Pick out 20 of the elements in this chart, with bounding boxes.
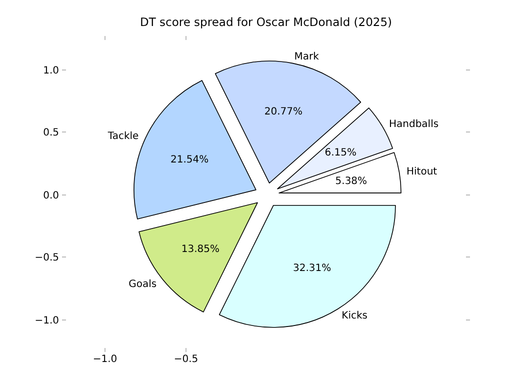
data-label: 5.38% xyxy=(335,176,368,188)
data-label: 20.77% xyxy=(264,106,303,118)
text: −0.5 xyxy=(34,252,59,264)
text: 0.5 xyxy=(43,128,59,138)
text: −1.0 xyxy=(34,316,59,326)
slice-label: Mark xyxy=(294,52,320,63)
data-label: 13.85% xyxy=(181,244,220,255)
slice-label: Hitout xyxy=(406,166,438,178)
slice-label: Tackle xyxy=(106,130,139,142)
data-label: 6.15% xyxy=(324,147,357,158)
text: 0.0 xyxy=(43,190,59,202)
chart-title: DT score spread for Oscar McDonald (2025) xyxy=(140,15,392,29)
slice-label: Goals xyxy=(128,279,157,290)
data-label: 21.54% xyxy=(170,154,209,166)
text: −1.0 xyxy=(92,354,118,365)
text: 1.0 xyxy=(43,66,59,76)
data-label: 32.31% xyxy=(292,263,332,274)
text: −0.5 xyxy=(174,354,198,365)
slice-label: Kicks xyxy=(342,310,368,322)
slice-label: Handballs xyxy=(389,118,439,130)
